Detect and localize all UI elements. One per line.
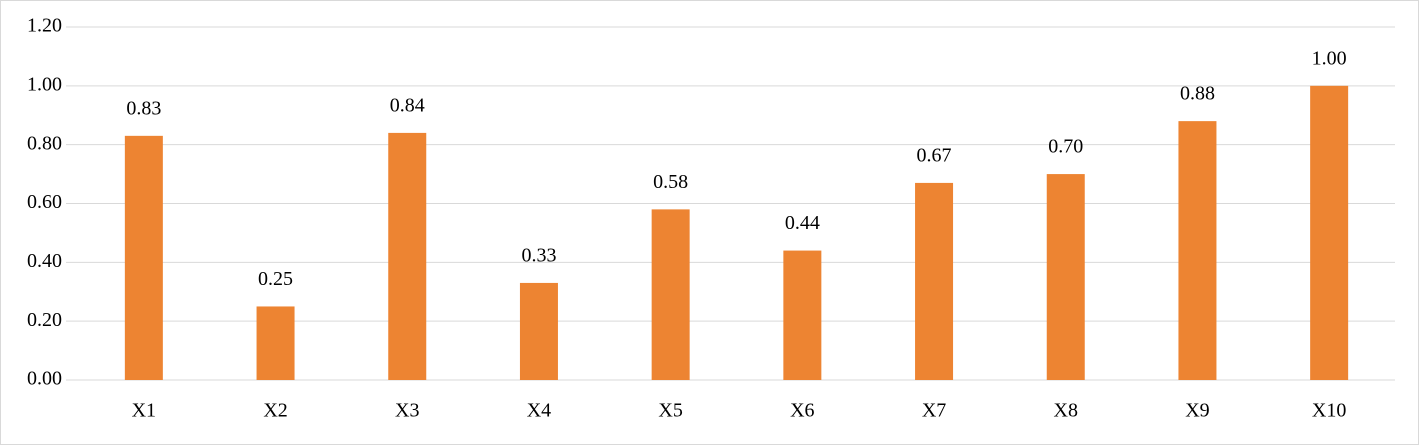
x-tick-label: X10 <box>1312 400 1346 422</box>
value-label: 0.84 <box>390 94 425 116</box>
bar <box>651 209 690 380</box>
x-tick-label: X6 <box>790 400 814 422</box>
x-tick-label: X5 <box>658 400 682 422</box>
value-label: 0.44 <box>785 212 820 234</box>
bar <box>388 132 427 380</box>
x-tick-label: X4 <box>527 400 551 422</box>
value-label: 0.83 <box>126 97 161 119</box>
x-tick-label: X9 <box>1185 400 1209 422</box>
value-label: 0.33 <box>521 245 556 267</box>
bar <box>1178 121 1217 380</box>
x-tick-label: X8 <box>1054 400 1078 422</box>
bar <box>519 282 558 380</box>
value-label: 1.00 <box>1312 47 1347 69</box>
y-tick-label: 0.20 <box>27 309 62 331</box>
value-label: 0.25 <box>258 268 293 290</box>
x-tick-label: X2 <box>263 400 287 422</box>
x-tick-label: X3 <box>395 400 419 422</box>
value-label: 0.58 <box>653 171 688 193</box>
y-tick-label: 0.80 <box>27 132 62 154</box>
bar <box>1046 174 1085 380</box>
y-tick-label: 0.00 <box>27 368 62 390</box>
y-tick-label: 1.00 <box>27 73 62 95</box>
x-tick-label: X1 <box>132 400 156 422</box>
x-tick-label: X7 <box>922 400 946 422</box>
value-label: 0.88 <box>1180 83 1215 105</box>
y-tick-label: 0.40 <box>27 250 62 272</box>
bar <box>1310 85 1349 380</box>
y-tick-label: 1.20 <box>27 15 62 37</box>
bar <box>256 306 295 380</box>
bar <box>915 182 954 380</box>
value-label: 0.67 <box>917 145 952 167</box>
value-label: 0.70 <box>1048 136 1083 158</box>
y-tick-label: 0.60 <box>27 191 62 213</box>
bar <box>783 250 822 380</box>
bar <box>124 135 163 380</box>
